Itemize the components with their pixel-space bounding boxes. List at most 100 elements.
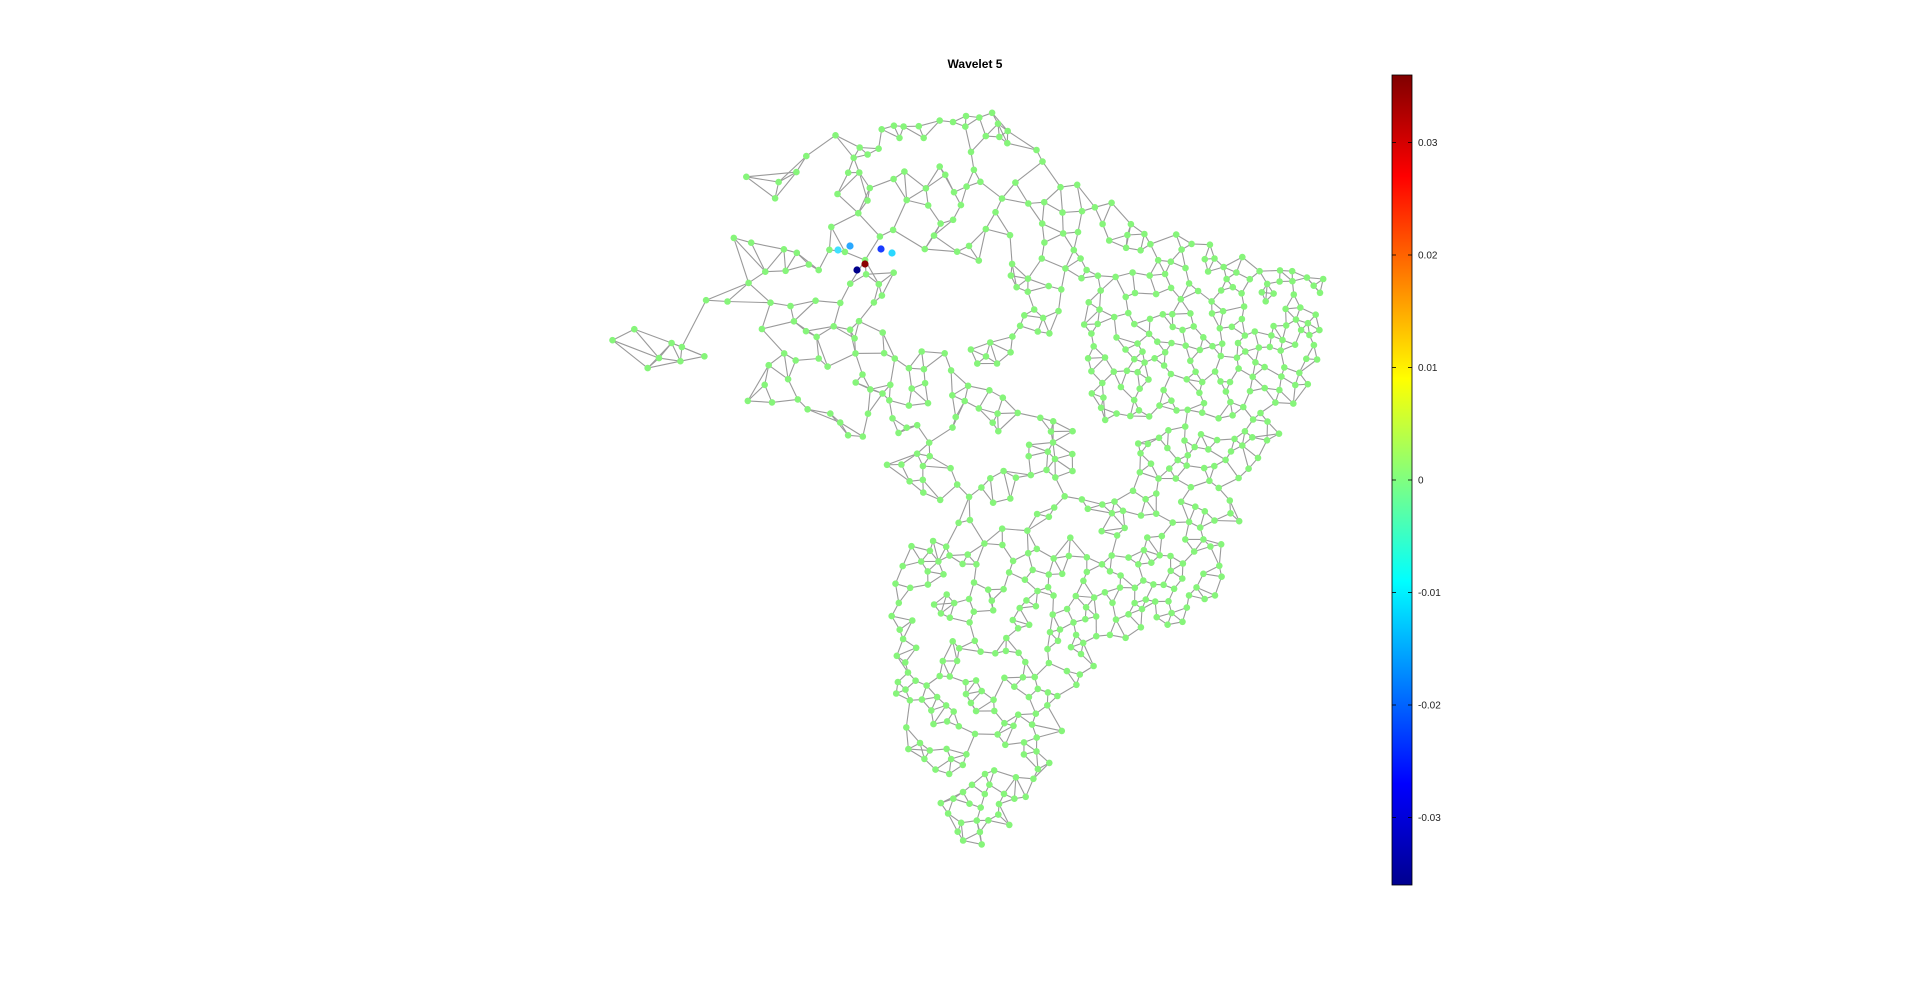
graph-node: [899, 562, 906, 570]
graph-edge: [958, 496, 970, 524]
graph-edge: [1036, 730, 1062, 739]
graph-node: [1312, 311, 1319, 319]
graph-node: [1185, 280, 1193, 287]
graph-edge: [761, 302, 772, 330]
graph-edge: [746, 176, 779, 183]
graph-edge: [858, 172, 869, 201]
graph-node: [1211, 368, 1219, 375]
graph-edge: [835, 134, 855, 159]
graph-node: [1238, 290, 1245, 297]
graph-edge: [997, 412, 1018, 415]
graph-node: [928, 707, 935, 714]
graph-node: [1084, 505, 1092, 513]
graph-node: [1183, 462, 1190, 469]
graph-edge: [1116, 336, 1138, 345]
graph-node: [1200, 334, 1207, 341]
graph-edge: [1146, 537, 1161, 556]
graph-node: [1146, 272, 1153, 279]
graph-edge: [706, 299, 728, 303]
graph-node: [1168, 609, 1175, 617]
graph-node: [959, 560, 966, 568]
graph-node: [1268, 332, 1275, 339]
graph-node: [1182, 536, 1189, 543]
graph-node: [1009, 616, 1017, 624]
graph-node: [702, 296, 710, 304]
graph-node: [982, 353, 990, 360]
graph-node: [978, 687, 985, 695]
graph-node: [936, 117, 943, 124]
graph-node: [1038, 220, 1046, 227]
graph-node: [1257, 409, 1264, 417]
graph-edge: [932, 540, 939, 562]
graph-node: [864, 151, 871, 158]
graph-edge: [862, 413, 869, 437]
graph-node: [841, 248, 849, 256]
graph-node: [1082, 615, 1089, 623]
graph-edge: [989, 342, 1011, 353]
graph-node-highlighted: [877, 245, 885, 253]
graph-node: [1083, 568, 1091, 576]
graph-edge: [939, 484, 958, 501]
graph-edge: [671, 342, 681, 362]
graph-edge: [747, 384, 766, 402]
graph-node: [953, 481, 961, 488]
graph-edge: [902, 620, 913, 640]
graph-node: [1218, 340, 1226, 348]
graph-edge: [816, 325, 834, 338]
graph-edge: [1082, 642, 1095, 667]
graph-node: [982, 225, 990, 233]
graph-node: [959, 788, 967, 796]
graph-node: [1106, 568, 1114, 575]
graph-edge: [1052, 441, 1073, 455]
graph-node: [1034, 328, 1042, 335]
graph-node: [991, 707, 998, 715]
graph-edge: [905, 727, 909, 750]
graph-node: [1193, 584, 1200, 591]
graph-node: [1147, 240, 1154, 248]
graph-edge: [886, 464, 910, 482]
graph-edge: [924, 248, 958, 253]
graph-edge: [892, 229, 926, 250]
graph-node: [1263, 280, 1271, 288]
graph-node: [1134, 440, 1142, 447]
graph-node: [1190, 548, 1198, 555]
graph-edge: [952, 641, 958, 662]
graph-edge: [1077, 211, 1083, 233]
graph-node: [780, 246, 788, 253]
graph-node: [906, 584, 914, 592]
graph-edge: [634, 328, 672, 344]
graph-node: [920, 489, 927, 496]
graph-edge: [858, 302, 875, 322]
graph-node: [944, 810, 952, 817]
graph-edge: [816, 336, 820, 359]
graph-node: [1030, 775, 1037, 783]
graph-edge: [1241, 256, 1260, 272]
graph-node: [1209, 342, 1216, 350]
graph-node: [1078, 274, 1085, 282]
graph-edge: [831, 212, 859, 228]
graph-edge: [1044, 232, 1064, 243]
graph-node: [1208, 310, 1216, 317]
graph-node: [1041, 239, 1048, 246]
graph-node: [1200, 570, 1207, 578]
graph-node: [1303, 274, 1311, 281]
graph-edge: [990, 336, 1013, 344]
graph-node: [950, 599, 958, 607]
graph-edge: [857, 212, 881, 237]
graph-edge: [1214, 576, 1223, 596]
graph-edge: [985, 228, 1011, 236]
graph-node: [981, 790, 989, 798]
graph-edge: [924, 383, 929, 404]
graph-edge: [902, 545, 913, 567]
graph-node: [1033, 545, 1041, 553]
graph-edge: [1069, 537, 1088, 558]
graph-node: [855, 317, 863, 325]
graph-node: [1217, 378, 1224, 385]
graph-node: [1165, 598, 1172, 605]
graph-node: [1033, 734, 1040, 741]
graph-node: [1151, 355, 1158, 362]
graph-node: [1020, 751, 1028, 758]
graph-node: [1187, 483, 1195, 491]
graph-node: [1276, 386, 1283, 394]
graph-node: [903, 196, 910, 204]
